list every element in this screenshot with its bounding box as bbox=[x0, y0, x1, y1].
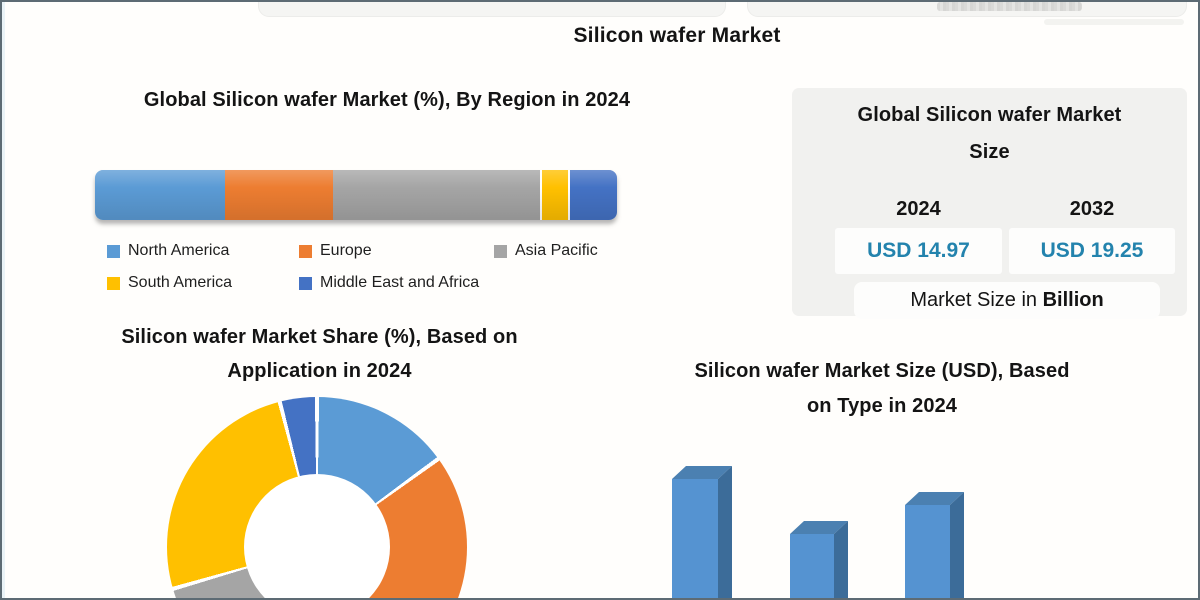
year-2024-label: 2024 bbox=[896, 198, 941, 220]
market-size-panel: Global Silicon wafer Market Size 2024 20… bbox=[792, 88, 1187, 319]
legend-swatch-south-america bbox=[107, 276, 120, 290]
legend-swatch-europe bbox=[299, 244, 312, 258]
top-card-noise-patch bbox=[937, 2, 1082, 11]
legend-item-asia-pacific: Asia Pacific bbox=[494, 242, 664, 260]
region-segment-north-america bbox=[95, 170, 225, 220]
left-edge-tint bbox=[2, 2, 5, 598]
type-bar-2 bbox=[790, 521, 848, 598]
footnote-bold-text: Billion bbox=[1042, 289, 1104, 311]
region-legend-row-2: South America Middle East and Africa bbox=[107, 272, 549, 294]
legend-item-south-america: South America bbox=[107, 274, 299, 292]
top-card-left bbox=[258, 2, 726, 17]
legend-item-middle-east-and-africa: Middle East and Africa bbox=[299, 274, 549, 292]
type-chart-title-line1: Silicon wafer Market Size (USD), Based bbox=[694, 360, 1070, 382]
region-chart-title: Global Silicon wafer Market (%), By Regi… bbox=[143, 89, 631, 111]
market-size-value-2024: USD 14.97 bbox=[867, 239, 970, 262]
market-size-panel-title-line2: Size bbox=[969, 141, 1010, 163]
application-donut-hole bbox=[244, 474, 390, 598]
region-segment-south-america bbox=[540, 170, 569, 220]
region-stacked-bar bbox=[95, 170, 617, 220]
region-segment-asia-pacific bbox=[333, 170, 541, 220]
legend-label-asia-pacific: Asia Pacific bbox=[515, 242, 598, 259]
type-bars-svg bbox=[672, 466, 964, 598]
footnote-regular-text: Market Size in bbox=[910, 289, 1043, 311]
legend-label-south-america: South America bbox=[128, 274, 233, 291]
legend-swatch-asia-pacific bbox=[494, 244, 507, 258]
market-size-value-2032: USD 19.25 bbox=[1040, 239, 1144, 262]
market-size-panel-title-line1: Global Silicon wafer Market bbox=[857, 104, 1122, 126]
region-legend-row-1: North America Europe Asia Pacific bbox=[107, 240, 664, 262]
value-box-2032: USD 19.25 bbox=[1009, 228, 1175, 274]
market-size-footnote: Market Size in Billion bbox=[854, 282, 1160, 319]
legend-swatch-north-america bbox=[107, 244, 120, 258]
value-box-2024: USD 14.97 bbox=[835, 228, 1002, 274]
region-segment-middle-east-and-africa bbox=[568, 170, 617, 220]
legend-swatch-middle-east-and-africa bbox=[299, 276, 312, 290]
application-chart-title-line1: Silicon wafer Market Share (%), Based on bbox=[121, 326, 518, 348]
region-segment-europe bbox=[224, 170, 334, 220]
application-chart-title-line2: Application in 2024 bbox=[227, 360, 412, 382]
legend-label-north-america: North America bbox=[128, 242, 230, 259]
type-bar-3 bbox=[905, 492, 964, 598]
page-title: Silicon wafer Market bbox=[573, 24, 781, 47]
legend-item-europe: Europe bbox=[299, 242, 494, 260]
footnote-strip: Market Size in Billion bbox=[854, 282, 1160, 319]
legend-label-middle-east-and-africa: Middle East and Africa bbox=[320, 274, 480, 291]
legend-label-europe: Europe bbox=[320, 242, 372, 259]
top-faint-strip bbox=[1044, 19, 1184, 25]
legend-item-north-america: North America bbox=[107, 242, 299, 260]
type-chart-title-line2: on Type in 2024 bbox=[806, 395, 958, 417]
year-2032-label: 2032 bbox=[1069, 198, 1115, 220]
application-donut bbox=[167, 397, 467, 598]
type-bar-1 bbox=[672, 466, 732, 598]
